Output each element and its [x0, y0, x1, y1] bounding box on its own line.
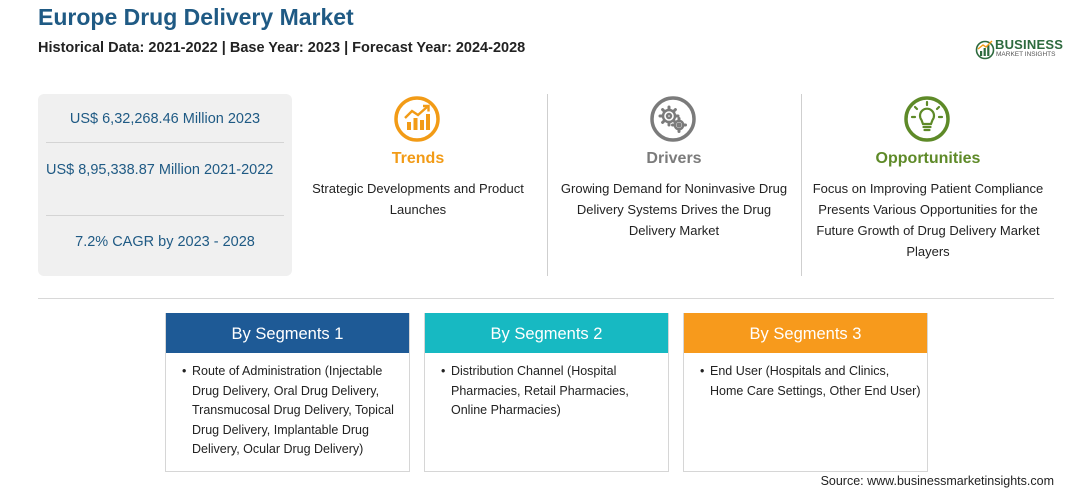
cagr-value: 7.2% CAGR by 2023 - 2028	[75, 234, 255, 250]
drivers-text: Growing Demand for Noninvasive Drug Deli…	[560, 181, 788, 238]
company-logo: BUSINESS MARKET INSIGHTS	[975, 36, 1065, 62]
drivers-title: Drivers	[646, 150, 702, 167]
segment-2-text: Distribution Channel (Hospital Pharmacie…	[451, 364, 629, 417]
growth-chart-icon	[394, 96, 440, 142]
column-divider	[801, 94, 802, 276]
gears-icon	[650, 96, 696, 142]
trends-text: Strategic Developments and Product Launc…	[312, 181, 524, 217]
segment-3-text: End User (Hospitals and Clinics, Home Ca…	[710, 364, 921, 398]
market-size-2023: US$ 6,32,268.46 Million 2023	[69, 111, 261, 127]
trends-title: Trends	[391, 150, 445, 167]
segment-card-1: By Segments 1 • Route of Administration …	[165, 313, 410, 472]
stats-divider	[46, 215, 284, 216]
column-divider	[547, 94, 548, 276]
page-subtitle: Historical Data: 2021-2022 | Base Year: …	[38, 40, 526, 56]
source-credit: Source: www.businessmarketinsights.com	[820, 474, 1054, 488]
bullet-icon: •	[441, 364, 446, 378]
logo-sub-text: MARKET INSIGHTS	[996, 51, 1056, 58]
segment-3-title: By Segments 3	[684, 313, 927, 353]
segment-2-title: By Segments 2	[425, 313, 668, 353]
lightbulb-icon	[904, 96, 950, 142]
segment-card-2: By Segments 2 • Distribution Channel (Ho…	[424, 313, 669, 472]
drivers-column: Drivers Growing Demand for Noninvasive D…	[554, 94, 794, 276]
logo-brand-text: BUSINESS	[995, 37, 1064, 52]
bullet-icon: •	[700, 364, 705, 378]
opportunities-text: Focus on Improving Patient Compliance Pr…	[812, 181, 1044, 259]
bullet-icon: •	[182, 364, 187, 378]
segment-card-3: By Segments 3 • End User (Hospitals and …	[683, 313, 928, 472]
stats-divider	[46, 142, 284, 143]
segment-1-text: Route of Administration (Injectable Drug…	[192, 364, 394, 456]
logo-globe-icon	[975, 40, 995, 60]
market-size-historical: US$ 8,95,338.87 Million 2021-2022	[46, 162, 274, 178]
opportunities-column: Opportunities Focus on Improving Patient…	[808, 94, 1048, 276]
market-stats-panel: US$ 6,32,268.46 Million 2023 US$ 8,95,33…	[38, 94, 292, 276]
segment-1-title: By Segments 1	[166, 313, 409, 353]
opportunities-title: Opportunities	[875, 150, 981, 167]
trends-column: Trends Strategic Developments and Produc…	[298, 94, 538, 276]
section-divider	[38, 298, 1054, 299]
page-title: Europe Drug Delivery Market	[38, 4, 354, 30]
